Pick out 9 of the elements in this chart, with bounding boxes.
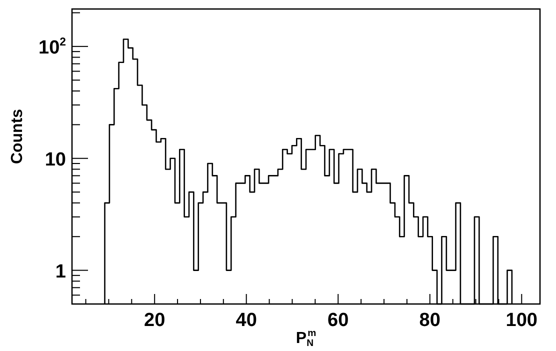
y-axis-title: Counts (9, 108, 26, 164)
x-tick-label: 80 (419, 310, 440, 331)
y-tick-label: 1 (55, 261, 66, 282)
x-tick-label: 60 (328, 310, 349, 331)
x-tick-label: 40 (236, 310, 257, 331)
x-tick-label: 100 (506, 310, 538, 331)
y-tick-label: 10$^{2}$ (38, 36, 66, 58)
y-tick-label: 10 (44, 149, 66, 170)
x-tick-label: 20 (144, 310, 166, 331)
